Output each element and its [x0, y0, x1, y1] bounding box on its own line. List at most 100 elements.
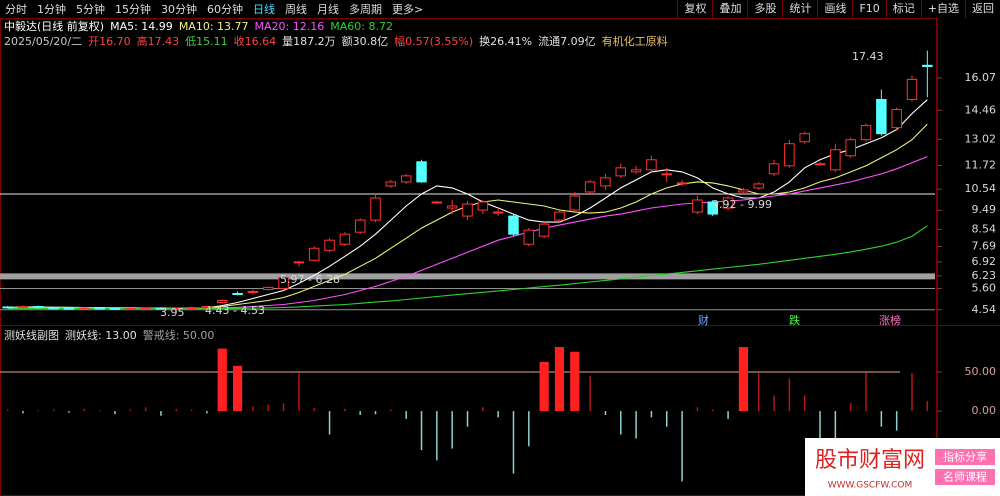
candle-body — [646, 159, 657, 171]
candle-body — [876, 98, 887, 135]
indicator-bar — [98, 410, 101, 412]
watermark-url: WWW.GSCFW.COM — [828, 481, 913, 491]
indicator-header: 测妖线副图 测妖线: 13.00 警戒线: 50.00 — [4, 327, 214, 343]
legend-entry: MA20: 12.16 — [254, 19, 325, 33]
candle-body — [860, 125, 872, 141]
tool-button[interactable]: 画线 — [817, 0, 852, 18]
candle-body — [400, 175, 412, 183]
period-tab[interactable]: 1分钟 — [37, 3, 66, 16]
indicator-bar — [819, 411, 821, 451]
period-tab[interactable]: 60分钟 — [207, 3, 243, 16]
indicator-bar — [727, 411, 729, 419]
candle-body — [63, 307, 75, 310]
tool-button[interactable]: 复权 — [677, 0, 712, 18]
y-tick-label: 8.54 — [972, 222, 997, 235]
period-tab[interactable]: 周线 — [285, 3, 307, 16]
y-tick-label: 6.92 — [972, 255, 997, 268]
tool-button[interactable]: F10 — [852, 0, 885, 18]
tool-button[interactable]: 标记 — [885, 0, 921, 18]
candle-body — [232, 292, 243, 295]
candle-body — [738, 189, 749, 193]
info-item: 高17.43 — [136, 35, 180, 48]
tool-button[interactable]: 返回 — [965, 0, 1000, 18]
candle-body — [94, 307, 105, 310]
info-item: 2025/05/20/二 — [4, 35, 83, 48]
candle-body — [569, 195, 581, 211]
watermark-title: 股市财富网 — [815, 448, 925, 473]
y-tick-label: 4.54 — [972, 303, 997, 316]
candle-body — [278, 276, 289, 289]
period-tab[interactable]: 日线 — [253, 3, 275, 16]
indicator-bar — [539, 361, 549, 412]
legend-entry: MA60: 8.72 — [330, 19, 393, 33]
candle-body — [722, 197, 734, 209]
y-tick-label: 50.00 — [965, 365, 997, 378]
y-tick-label: 9.49 — [972, 203, 997, 216]
period-tab[interactable]: 多周期 — [349, 3, 382, 16]
indicator-bar — [6, 409, 9, 412]
period-tab[interactable]: 5分钟 — [76, 3, 105, 16]
indicator-bar — [232, 365, 243, 412]
indicator-bar — [22, 411, 24, 414]
indicator-bar — [635, 411, 637, 439]
indicator-bar — [374, 411, 377, 415]
indicator-bar — [83, 408, 86, 412]
candle-body — [845, 139, 856, 157]
event-marker: 涨榜 — [879, 313, 901, 327]
indicator-bar — [466, 411, 469, 427]
indicator-bar — [359, 411, 361, 415]
legend-entry: 警戒线: 50.00 — [142, 329, 215, 342]
indicator-bar — [344, 408, 346, 412]
period-tab[interactable]: 更多> — [392, 3, 424, 16]
indicator-bar — [911, 372, 913, 412]
tool-button[interactable]: 多股 — [747, 0, 782, 18]
candle-body — [814, 163, 826, 166]
period-tab[interactable]: 15分钟 — [115, 3, 151, 16]
y-tick-label: 11.72 — [965, 158, 997, 171]
legend-entry: MA10: 13.77 — [178, 19, 249, 33]
tool-button[interactable]: +自选 — [920, 0, 965, 18]
period-tab[interactable]: 30分钟 — [161, 3, 197, 16]
candle-body — [416, 161, 427, 183]
indicator-bar — [390, 409, 392, 412]
candle-body — [477, 201, 489, 211]
info-item: 换26.41% — [479, 35, 533, 48]
info-item: 有机化工原料 — [601, 35, 668, 48]
candle-body — [201, 306, 213, 309]
period-tab[interactable]: 月线 — [317, 3, 339, 16]
indicator-bar — [738, 347, 748, 412]
indicator-bar — [589, 375, 591, 412]
indicator-bar — [217, 348, 227, 412]
period-tab[interactable]: 分时 — [5, 3, 27, 16]
indicator-bar — [298, 373, 300, 412]
y-tick-label: 14.46 — [965, 103, 997, 116]
annotation: 5.97 - 6.28 — [280, 273, 340, 286]
indicator-bar — [52, 409, 55, 412]
watermark-tag-box — [935, 449, 995, 465]
candle-body — [630, 169, 642, 173]
candle-body — [768, 163, 780, 175]
indicator-bar — [497, 411, 499, 418]
candle-body — [676, 182, 688, 185]
indicator-bar — [570, 351, 580, 412]
indicator-bar — [895, 411, 898, 431]
tool-button[interactable]: 叠加 — [712, 0, 747, 18]
legend-entry: 测妖线: 13.00 — [65, 329, 137, 342]
tool-button[interactable]: 统计 — [782, 0, 817, 18]
watermark-box — [805, 438, 1000, 496]
indicator-bar — [420, 411, 423, 451]
candle-body — [293, 261, 305, 264]
candle-body — [584, 181, 596, 193]
candle-body — [48, 307, 59, 310]
candle-body — [492, 211, 504, 214]
candle-body — [615, 167, 627, 177]
candle-body — [262, 286, 274, 290]
y-tick-label: 7.69 — [972, 239, 997, 252]
y-tick-label: 16.07 — [965, 71, 997, 84]
annotation: 4.43 - 4.53 — [205, 304, 265, 317]
y-tick-label: 5.60 — [972, 281, 997, 294]
watermark-tag-box — [935, 469, 995, 485]
candle-body — [339, 233, 351, 245]
ma-line — [7, 156, 928, 309]
